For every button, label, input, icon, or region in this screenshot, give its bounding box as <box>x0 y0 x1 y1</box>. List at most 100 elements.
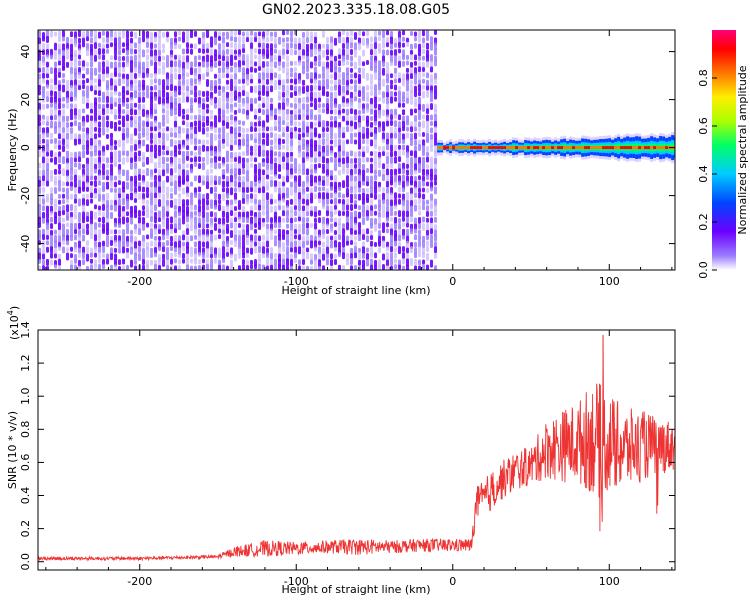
noise-cell <box>414 247 417 255</box>
noise-cell <box>70 73 73 81</box>
noise-cell <box>82 73 85 79</box>
noise-cell <box>286 108 289 115</box>
noise-cell <box>130 234 133 243</box>
noise-cell <box>410 54 413 61</box>
noise-cell <box>150 234 153 240</box>
noise-cell <box>54 264 57 270</box>
noise-cell <box>90 30 93 38</box>
noise-cell <box>226 121 229 129</box>
noise-cell <box>38 258 41 264</box>
noise-cell <box>394 67 397 74</box>
noise-cell <box>334 174 337 182</box>
noise-cell <box>238 96 241 104</box>
noise-cell <box>254 246 257 254</box>
noise-cell <box>350 186 353 194</box>
noise-cell <box>186 246 189 255</box>
noise-cell <box>418 229 421 235</box>
noise-cell <box>278 121 281 129</box>
noise-cell <box>90 186 93 193</box>
noise-cell <box>150 174 153 181</box>
noise-cell <box>322 43 325 49</box>
noise-cell <box>338 198 341 204</box>
noise-cell <box>50 90 53 97</box>
noise-cell <box>170 235 173 242</box>
noise-cell <box>358 205 361 211</box>
noise-cell <box>186 114 189 121</box>
noise-cell <box>358 132 361 140</box>
noise-cell <box>78 252 81 258</box>
noise-cell <box>150 228 153 237</box>
noise-cell <box>322 91 325 97</box>
noise-cell <box>422 90 425 99</box>
noise-cell <box>250 193 253 200</box>
noise-cell <box>290 210 293 219</box>
noise-cell <box>294 103 297 110</box>
noise-cell <box>350 91 353 99</box>
noise-cell <box>270 150 273 159</box>
noise-cell <box>306 181 309 188</box>
noise-cell <box>210 163 213 169</box>
noise-cell <box>114 192 117 201</box>
noise-cell <box>142 84 145 91</box>
noise-cell <box>398 156 401 163</box>
noise-cell <box>270 97 273 103</box>
noise-cell <box>182 210 185 219</box>
noise-cell <box>226 247 229 253</box>
noise-cell <box>246 169 249 176</box>
noise-cell <box>342 228 345 236</box>
noise-cell <box>42 120 45 126</box>
signal-core <box>467 146 471 150</box>
noise-cell <box>342 60 345 67</box>
noise-cell <box>262 42 265 51</box>
signal-core <box>596 146 600 150</box>
noise-cell <box>254 85 257 94</box>
noise-cell <box>254 216 257 225</box>
noise-cell <box>394 234 397 242</box>
noise-cell <box>426 210 429 217</box>
noise-cell <box>86 186 89 192</box>
noise-cell <box>342 96 345 104</box>
noise-cell <box>418 49 421 57</box>
noise-cell <box>422 78 425 84</box>
noise-cell <box>94 108 97 117</box>
noise-cell <box>174 108 177 116</box>
noise-cell <box>194 265 197 270</box>
noise-cell <box>146 181 149 188</box>
noise-cell <box>178 259 181 265</box>
noise-cell <box>418 180 421 189</box>
noise-cell <box>106 66 109 75</box>
noise-cell <box>378 193 381 202</box>
noise-cell <box>194 216 197 225</box>
noise-cell <box>294 97 297 104</box>
noise-cell <box>142 186 145 193</box>
noise-cell <box>154 36 157 43</box>
noise-cell <box>362 198 365 206</box>
noise-cell <box>338 90 341 96</box>
noise-cell <box>362 133 365 140</box>
noise-cell <box>178 36 181 42</box>
noise-cell <box>426 181 429 187</box>
noise-cell <box>90 192 93 199</box>
noise-cell <box>210 48 213 56</box>
noise-cell <box>342 36 345 43</box>
noise-cell <box>158 121 161 130</box>
noise-cell <box>414 192 417 198</box>
noise-cell <box>358 180 361 188</box>
noise-cell <box>142 205 145 211</box>
noise-cell <box>202 109 205 118</box>
noise-cell <box>414 139 417 146</box>
noise-cell <box>306 31 309 38</box>
noise-cell <box>174 247 177 253</box>
noise-cell <box>418 96 421 105</box>
noise-cell <box>254 48 257 54</box>
noise-cell <box>362 246 365 255</box>
noise-cell <box>390 252 393 261</box>
noise-cell <box>138 216 141 224</box>
noise-cell <box>298 198 301 205</box>
noise-cell <box>126 216 129 223</box>
noise-cell <box>366 259 369 267</box>
signal-core <box>437 146 441 150</box>
noise-cell <box>182 84 185 92</box>
signal-core <box>599 146 603 150</box>
noise-cell <box>226 192 229 199</box>
